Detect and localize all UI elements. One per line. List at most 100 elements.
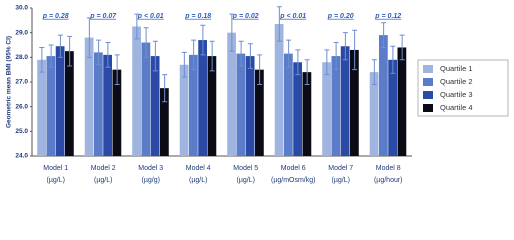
- y-tick-label: 25.0: [15, 128, 28, 135]
- bar: [179, 64, 189, 156]
- error-bar: [114, 54, 120, 85]
- annotation: p < 0.01: [137, 13, 164, 20]
- bar: [46, 56, 56, 156]
- bar: [198, 40, 208, 156]
- legend-label: Quartile 4: [440, 103, 473, 112]
- error-bar: [352, 29, 358, 71]
- error-bar: [238, 40, 244, 67]
- chart: Geometric mean BMI (95% CI) 24.0 25.0 26.0…: [6, 5, 509, 184]
- error-bar: [57, 34, 63, 58]
- bar: [369, 72, 379, 156]
- annotation: p = 0.18: [184, 13, 211, 20]
- bar: [378, 35, 388, 157]
- bar: [93, 52, 103, 156]
- bar: [283, 53, 293, 157]
- bar: [84, 37, 94, 156]
- bar: [331, 56, 341, 156]
- x-tick-unit: (µg/L): [237, 177, 255, 184]
- bar: [103, 54, 113, 156]
- y-tick-label: 27.0: [15, 79, 28, 86]
- bar: [350, 49, 359, 156]
- x-tick-label: Model 1: [43, 165, 68, 172]
- annotation: p = 0.20: [327, 13, 354, 20]
- legend-label: Quartile 2: [440, 77, 473, 86]
- x-tick-label: Model 5: [233, 165, 258, 172]
- bar: [245, 56, 255, 156]
- bar: [188, 54, 198, 156]
- error-bar: [105, 42, 111, 68]
- error-bar: [247, 43, 253, 69]
- error-bar: [191, 39, 197, 71]
- bar: [302, 72, 312, 156]
- error-bar: [399, 34, 405, 61]
- bar: [255, 69, 264, 156]
- bar: [207, 56, 217, 156]
- bar: [388, 59, 398, 156]
- error-bar: [209, 40, 215, 72]
- x-tick-unit: (µg/L): [47, 177, 65, 184]
- y-tick-label: 29.0: [15, 29, 28, 36]
- bar: [160, 88, 169, 156]
- bar: [236, 53, 246, 157]
- y-tick-label: 24.0: [15, 153, 28, 160]
- error-bar: [381, 22, 387, 48]
- annotation: p = 0.28: [42, 13, 69, 20]
- error-bar: [286, 39, 292, 68]
- error-bar: [96, 39, 102, 66]
- bar: [55, 46, 65, 156]
- bar: [65, 51, 74, 156]
- x-tick-label: Model 3: [138, 165, 163, 172]
- error-bar: [333, 42, 339, 71]
- error-bar: [67, 35, 73, 67]
- annotation: p = 0.07: [89, 13, 117, 20]
- x-tick-label: Model 8: [376, 165, 401, 172]
- error-bar: [162, 74, 168, 103]
- error-bar: [324, 49, 330, 76]
- legend-swatch: [423, 104, 433, 112]
- y-tick-label: 26.0: [15, 103, 28, 110]
- bar: [227, 32, 236, 156]
- bar: [274, 24, 284, 157]
- legend-swatch: [423, 78, 433, 86]
- x-tick-unit: (µg/L): [94, 177, 112, 184]
- legend-swatch: [423, 65, 433, 73]
- x-tick-label: Model 2: [91, 165, 116, 172]
- error-bar: [295, 49, 301, 76]
- annotation: p = 0.02: [232, 13, 259, 20]
- error-bar: [257, 54, 263, 85]
- error-bar: [229, 13, 235, 52]
- error-bar: [134, 13, 140, 40]
- annotation: p = 0.12: [374, 13, 401, 20]
- x-tick-unit: (µg/mOsm/kg): [271, 177, 315, 184]
- error-bar: [152, 40, 158, 72]
- bar: [322, 62, 331, 157]
- bar: [397, 47, 407, 156]
- annotation: p < 0.01: [279, 13, 306, 20]
- error-bar: [200, 24, 206, 56]
- x-tick-unit: (µg/hour): [374, 177, 403, 184]
- error-bar: [371, 59, 377, 85]
- error-bar: [48, 44, 54, 68]
- legend-label: Quartile 1: [440, 64, 473, 73]
- error-bar: [181, 51, 187, 78]
- error-bar: [143, 27, 149, 58]
- y-axis-label: Geometric mean BMI (95% CI): [6, 36, 13, 128]
- legend-swatch: [423, 91, 433, 99]
- error-bar: [342, 32, 348, 61]
- bar: [132, 26, 141, 156]
- error-bar: [276, 6, 282, 42]
- x-tick-label: Model 4: [186, 165, 211, 172]
- y-tick-label: 28.0: [15, 54, 28, 61]
- bar: [37, 59, 46, 156]
- bar: [293, 62, 303, 157]
- error-bar: [390, 45, 396, 74]
- x-tick-unit: (µg/L): [332, 177, 350, 184]
- y-tick-label: 30.0: [15, 5, 28, 12]
- error-bar: [86, 17, 92, 58]
- x-tick-label: Model 7: [328, 165, 353, 172]
- bar: [150, 56, 160, 156]
- error-bar: [304, 59, 310, 85]
- legend-label: Quartile 3: [440, 90, 473, 99]
- x-tick-unit: (µg/L): [189, 177, 207, 184]
- x-tick-unit: (µg/g): [142, 177, 160, 184]
